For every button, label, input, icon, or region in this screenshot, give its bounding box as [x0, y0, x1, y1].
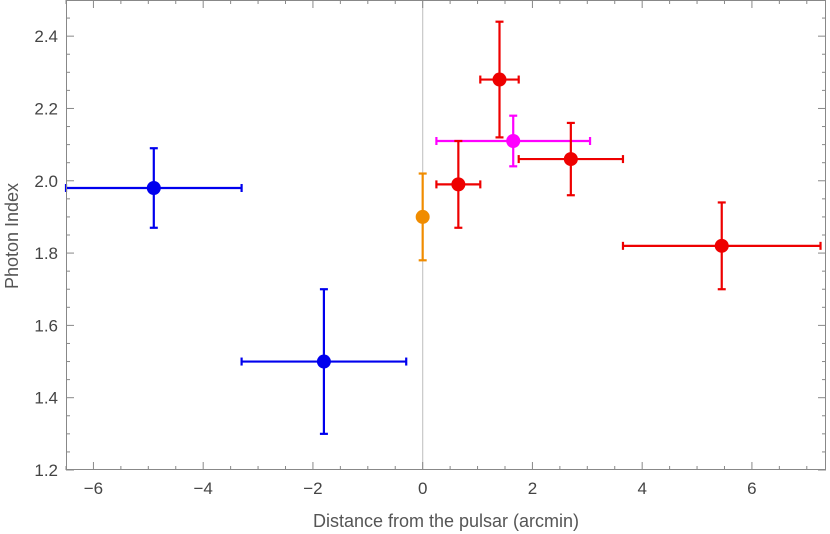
y-axis-label: Photon Index	[2, 183, 22, 289]
data-point	[563, 152, 578, 167]
x-tick-label: −6	[84, 479, 103, 498]
x-tick-label: 6	[747, 479, 756, 498]
data-point	[316, 354, 331, 369]
x-tick-label: 4	[637, 479, 646, 498]
plot-frame	[66, 0, 826, 470]
axis-ticks-layer: −6 −4 −2 0 2 4 6 1.2 1.4 1.6 1.8 2.0 2.2 2.4	[34, 0, 826, 498]
y-tick-label: 1.2	[34, 461, 58, 480]
y-tick-label: 1.4	[34, 389, 58, 408]
x-tick-label: −2	[303, 479, 322, 498]
series-0	[64, 147, 408, 435]
y-tick-label: 2.4	[34, 27, 58, 46]
x-tick-label: 0	[418, 479, 427, 498]
y-tick-label: 1.8	[34, 244, 58, 263]
data-point	[146, 181, 161, 195]
data-point	[492, 72, 507, 87]
y-tick-label: 1.6	[34, 316, 58, 335]
data-point	[415, 209, 430, 224]
y-tick-label: 2.2	[34, 99, 58, 118]
y-tick-label: 2.0	[34, 172, 58, 191]
x-tick-label: 2	[528, 479, 537, 498]
data-point	[506, 134, 521, 148]
data-point	[451, 177, 466, 192]
x-tick-label: −4	[193, 479, 212, 498]
data-points-layer	[64, 20, 822, 435]
series-1	[415, 172, 430, 262]
data-point	[714, 238, 729, 253]
series-3	[435, 20, 822, 291]
x-axis-label: Distance from the pulsar (arcmin)	[313, 511, 579, 531]
